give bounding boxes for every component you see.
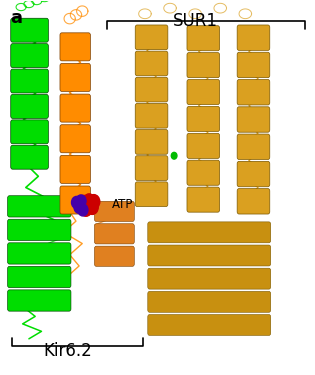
FancyBboxPatch shape (187, 106, 220, 132)
Circle shape (77, 195, 89, 210)
FancyBboxPatch shape (187, 80, 220, 105)
FancyBboxPatch shape (60, 186, 90, 214)
Circle shape (74, 201, 84, 213)
FancyBboxPatch shape (237, 134, 270, 159)
FancyBboxPatch shape (135, 156, 168, 180)
FancyBboxPatch shape (237, 80, 270, 105)
FancyBboxPatch shape (11, 18, 49, 42)
FancyBboxPatch shape (11, 145, 49, 169)
Circle shape (76, 195, 86, 207)
Circle shape (88, 195, 100, 209)
Circle shape (80, 202, 92, 216)
FancyBboxPatch shape (11, 44, 49, 68)
FancyBboxPatch shape (135, 182, 168, 207)
Text: ATP: ATP (112, 198, 133, 211)
Text: Kir6.2: Kir6.2 (44, 342, 93, 360)
FancyBboxPatch shape (148, 245, 271, 266)
FancyBboxPatch shape (237, 161, 270, 187)
FancyBboxPatch shape (94, 246, 134, 266)
FancyBboxPatch shape (8, 243, 71, 264)
Circle shape (72, 196, 82, 208)
Circle shape (86, 200, 98, 214)
FancyBboxPatch shape (187, 53, 220, 78)
Circle shape (171, 152, 177, 159)
FancyBboxPatch shape (187, 26, 220, 51)
FancyBboxPatch shape (135, 104, 168, 128)
FancyBboxPatch shape (94, 201, 134, 222)
FancyBboxPatch shape (135, 130, 168, 154)
Circle shape (78, 204, 88, 216)
FancyBboxPatch shape (135, 77, 168, 102)
FancyBboxPatch shape (187, 187, 220, 212)
Circle shape (83, 194, 95, 208)
FancyBboxPatch shape (237, 189, 270, 214)
FancyBboxPatch shape (8, 219, 71, 240)
FancyBboxPatch shape (187, 160, 220, 185)
FancyBboxPatch shape (11, 120, 49, 144)
FancyBboxPatch shape (237, 107, 270, 132)
FancyBboxPatch shape (60, 155, 90, 183)
Text: a: a (10, 9, 22, 27)
FancyBboxPatch shape (148, 291, 271, 312)
FancyBboxPatch shape (135, 25, 168, 50)
FancyBboxPatch shape (11, 94, 49, 118)
FancyBboxPatch shape (60, 94, 90, 122)
FancyBboxPatch shape (148, 268, 271, 289)
FancyBboxPatch shape (237, 52, 270, 78)
FancyBboxPatch shape (60, 125, 90, 153)
FancyBboxPatch shape (94, 224, 134, 244)
FancyBboxPatch shape (60, 63, 90, 92)
FancyBboxPatch shape (148, 222, 271, 243)
FancyBboxPatch shape (187, 134, 220, 158)
FancyBboxPatch shape (237, 25, 270, 50)
FancyBboxPatch shape (11, 69, 49, 93)
FancyBboxPatch shape (60, 33, 90, 61)
FancyBboxPatch shape (148, 315, 271, 336)
Text: SUR1: SUR1 (173, 12, 218, 30)
FancyBboxPatch shape (8, 266, 71, 288)
FancyBboxPatch shape (135, 51, 168, 76)
FancyBboxPatch shape (8, 196, 71, 217)
FancyBboxPatch shape (8, 290, 71, 311)
